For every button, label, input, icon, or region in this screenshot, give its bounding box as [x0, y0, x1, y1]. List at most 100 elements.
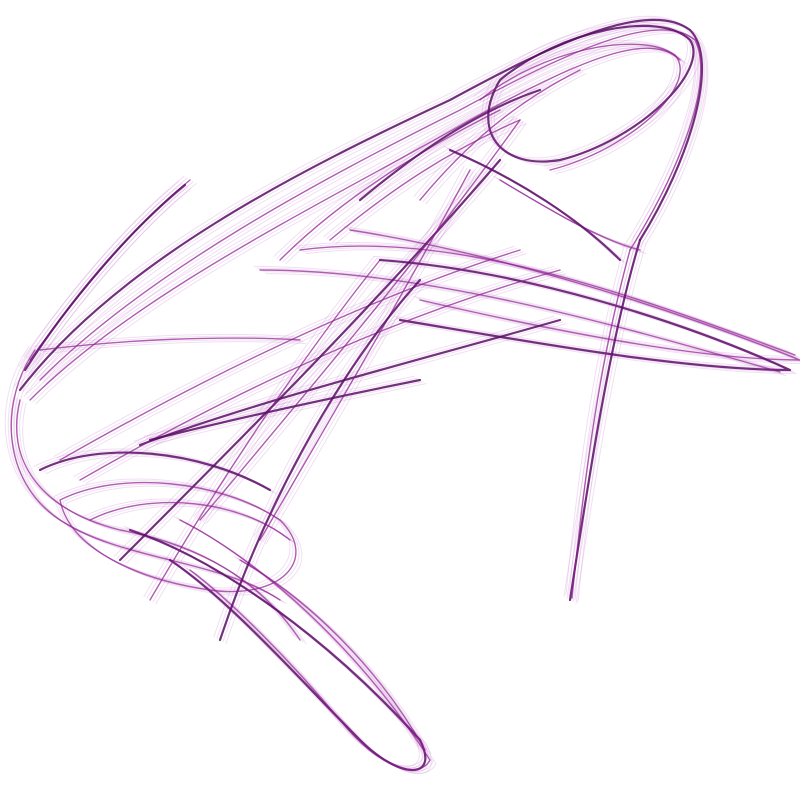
faint-strand-group [13, 15, 697, 387]
attractor-strand [16, 17, 700, 389]
attractor-strand [27, 186, 189, 373]
faint-strand-group [335, 123, 527, 245]
faint-strand-group [482, 45, 684, 173]
attractor-strand [13, 15, 697, 387]
attractor-strand [10, 349, 281, 601]
faint-strand-group [256, 267, 778, 371]
attractor-strand [365, 93, 547, 205]
attractor-strand [332, 121, 524, 243]
attractor-strand [23, 175, 185, 357]
faint-strand-group [32, 49, 684, 403]
attractor-strand [89, 501, 291, 541]
faint-strand-group [273, 105, 495, 257]
faint-strand-group [213, 275, 415, 637]
attractor-strand [329, 119, 521, 241]
faint-strand-group [416, 67, 578, 199]
attractor-strand [213, 275, 415, 637]
faint-strand-group [32, 181, 194, 363]
faint-strand-group [193, 115, 515, 517]
attractor-strand [33, 25, 696, 377]
attractor-strand [118, 158, 502, 562]
faint-strand-group [262, 271, 784, 375]
attractor-strand [481, 21, 688, 159]
faint-strand-group [73, 265, 555, 477]
attractor-strand [56, 247, 518, 459]
attractor-strand [59, 481, 297, 593]
faint-strand-group [62, 251, 524, 463]
faint-strand-group [285, 113, 507, 265]
attractor-strand [419, 69, 581, 201]
faint-strand-group [265, 173, 477, 545]
faint-strand-group [355, 233, 800, 365]
attractor-strand [22, 403, 307, 645]
faint-strand-group [45, 32, 708, 385]
faint-strand-group [293, 241, 790, 352]
attractor-strand [566, 237, 638, 599]
attractor-strand [33, 333, 295, 347]
faint-strand-group [35, 51, 687, 405]
attractor-strand [136, 317, 558, 444]
attractor-strand [149, 259, 381, 601]
faint-strand-group [362, 91, 544, 203]
attractor-strand [73, 265, 555, 477]
faint-strand-group [30, 188, 192, 375]
attractor-strand [62, 251, 524, 463]
faint-strand-group [565, 245, 625, 595]
faint-strand-group [125, 163, 507, 565]
attractor-strand [262, 271, 784, 375]
attractor-strand [122, 161, 504, 563]
faint-strand-group [253, 265, 775, 369]
faint-strand-group [122, 161, 504, 563]
faint-strand-group [326, 117, 518, 239]
faint-strand-group [18, 180, 180, 367]
faint-strand-group [185, 523, 437, 774]
faint-strand-group [26, 177, 188, 359]
attractor-strand [265, 173, 477, 545]
faint-strand-group [485, 47, 687, 175]
attractor-strand [82, 271, 564, 483]
attractor-strand [45, 32, 708, 385]
attractor-strand [152, 381, 424, 443]
attractor-strand [382, 261, 794, 373]
faint-strand-group [33, 333, 295, 347]
attractor-strand [25, 22, 709, 395]
faint-strand-group [53, 245, 515, 457]
faint-strand-group [216, 277, 418, 639]
attractor-strand [385, 263, 797, 375]
faint-strand-group [42, 31, 705, 383]
attractor-strand [358, 88, 542, 202]
attractor-strand [416, 67, 578, 199]
attractor-strand [239, 559, 426, 751]
faint-strand-group [23, 175, 185, 357]
faint-strand-group [155, 383, 427, 445]
faint-strand-group [196, 117, 518, 519]
faint-strand-group [27, 186, 189, 373]
attractor-strand [422, 71, 584, 203]
attractor-strand [39, 337, 301, 351]
attractor-strand [26, 177, 188, 359]
faint-strand-group [45, 341, 307, 355]
attractor-strand [482, 45, 684, 173]
faint-strand-group [256, 167, 468, 539]
attractor-strand [479, 43, 681, 171]
faint-strand-group [205, 123, 527, 525]
attractor-strand [353, 85, 535, 197]
attractor-strand [256, 167, 468, 539]
faint-strand-group [25, 22, 709, 395]
faint-strand-group [173, 515, 425, 767]
attractor-strand [259, 269, 781, 373]
attractor-strand [29, 47, 681, 401]
faint-strand-group [493, 29, 700, 166]
faint-strand-group [35, 183, 197, 365]
attractor-strand [362, 91, 544, 203]
attractor-strand [216, 277, 418, 639]
faint-strand-group [36, 335, 298, 349]
faint-strand-group [343, 225, 795, 357]
faint-strand-group [82, 271, 564, 483]
attractor-strand [35, 51, 687, 405]
faint-strand-group [225, 283, 427, 645]
attractor-strand [296, 243, 793, 354]
faint-strand-group [22, 21, 706, 393]
faint-strand-group [222, 281, 424, 643]
